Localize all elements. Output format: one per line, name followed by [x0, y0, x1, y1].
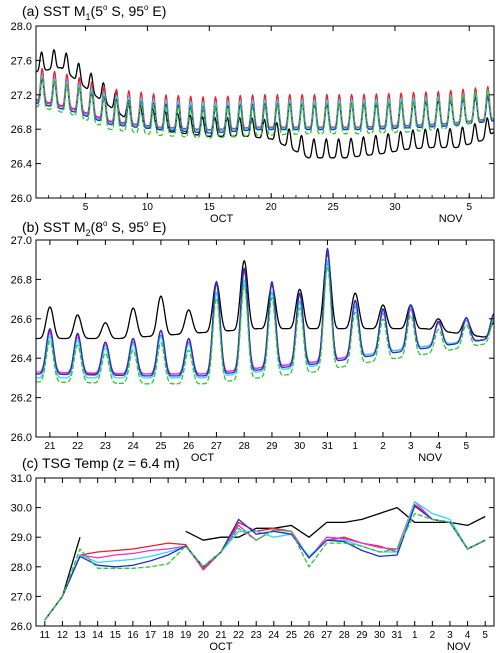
- x-tick-label: 20: [198, 630, 210, 641]
- x-tick-label: 2: [380, 441, 386, 452]
- y-tick-label: 27.0: [11, 591, 32, 603]
- x-tick-label: 15: [204, 202, 216, 213]
- x-tick-label: 30: [294, 441, 306, 452]
- x-tick-label: 13: [74, 630, 86, 641]
- x-tick-label: 27: [321, 630, 333, 641]
- x-tick-label: 31: [322, 441, 334, 452]
- panel-c: (c) TSG Temp (z = 6.4 m) 26.0 27.0 28.0 29.…: [11, 455, 495, 653]
- x-tick-label: 25: [286, 630, 298, 641]
- x-tick-label: 29: [356, 630, 368, 641]
- month-label: NOV: [439, 213, 464, 225]
- panel-a-title: (a) SST M1(5o S, 95o E): [22, 3, 166, 22]
- x-tick-label: 5: [466, 202, 472, 213]
- x-tick-label: 3: [447, 630, 453, 641]
- y-tick-label: 27.0: [11, 235, 32, 247]
- month-label: OCT: [210, 213, 234, 225]
- x-tick-label: 23: [100, 441, 112, 452]
- x-tick-label: 19: [180, 630, 192, 641]
- x-tick-label: 1: [412, 630, 418, 641]
- y-tick-label: 29.0: [11, 532, 32, 544]
- y-tick-label: 26.0: [11, 193, 32, 205]
- series-black: [44, 506, 486, 621]
- x-tick-label: 2: [430, 630, 436, 641]
- month-label: OCT: [191, 452, 215, 464]
- x-tick-label: 21: [44, 441, 56, 452]
- panel-a: (a) SST M1(5o S, 95o E) 26.0 26.4 26.8 27.2…: [11, 3, 495, 225]
- series-blue: [35, 77, 495, 134]
- x-tick-label: 25: [155, 441, 167, 452]
- y-tick-label: 26.0: [11, 621, 32, 633]
- y-tick-label: 26.2: [11, 393, 32, 405]
- month-label: NOV: [447, 641, 472, 653]
- panel-b-title: (b) SST M2(8o S, 95o E): [22, 219, 166, 238]
- x-tick-label: 28: [339, 630, 351, 641]
- x-tick-label: 22: [233, 630, 245, 641]
- x-tick-label: 23: [251, 630, 263, 641]
- series-blue: [36, 247, 495, 377]
- x-tick-label: 10: [142, 202, 154, 213]
- x-tick-label: 28: [239, 441, 251, 452]
- x-tick-label: 5: [482, 630, 488, 641]
- panel-b-axes: 26.026.226.426.626.827.021 22 23 24 25 26 27 28…: [11, 235, 494, 464]
- series-black: [36, 253, 495, 340]
- y-tick-label: 28.0: [11, 562, 32, 574]
- x-tick-label: 14: [92, 630, 104, 641]
- x-tick-label: 20: [266, 202, 278, 213]
- x-tick-label: 16: [127, 630, 139, 641]
- y-tick-label: 26.4: [11, 353, 32, 365]
- series-green: [44, 512, 486, 621]
- month-label: NOV: [418, 452, 443, 464]
- x-tick-label: 12: [57, 630, 69, 641]
- x-tick-label: 3: [408, 441, 414, 452]
- x-tick-label: 5: [83, 202, 89, 213]
- panel-a-frame: [35, 25, 495, 199]
- panel-c-title: (c) TSG Temp (z = 6.4 m): [22, 455, 180, 471]
- y-tick-label: 31.0: [11, 473, 32, 485]
- panel-c-series: [44, 501, 486, 621]
- x-tick-label: 17: [145, 630, 157, 641]
- x-tick-label: 30: [389, 202, 401, 213]
- x-tick-label: 26: [183, 441, 195, 452]
- x-tick-label: 21: [215, 630, 227, 641]
- x-tick-label: 27: [211, 441, 223, 452]
- x-tick-label: 15: [110, 630, 122, 641]
- y-tick-label: 26.0: [11, 432, 32, 444]
- panel-b-series: [35, 247, 495, 385]
- y-tick-label: 26.4: [11, 159, 32, 171]
- series-black: [35, 49, 495, 159]
- x-tick-label: 29: [266, 441, 278, 452]
- x-tick-label: 4: [465, 630, 471, 641]
- month-label: OCT: [209, 641, 233, 653]
- x-tick-label: 24: [268, 630, 280, 641]
- y-tick-label: 26.8: [11, 124, 32, 136]
- y-tick-label: 27.6: [11, 55, 32, 67]
- y-tick-label: 27.2: [11, 90, 32, 102]
- y-tick-label: 26.6: [11, 314, 32, 326]
- panel-a-axes: 26.0 26.4 26.8 27.2 27.6 28.0 5 10 15 20 25 30 5 OCT N…: [11, 21, 495, 225]
- y-tick-label: 28.0: [11, 21, 32, 33]
- x-tick-label: 4: [436, 441, 442, 452]
- x-tick-label: 5: [463, 441, 469, 452]
- x-tick-label: 26: [303, 630, 315, 641]
- panel-a-series: [35, 49, 495, 159]
- x-tick-label: 31: [392, 630, 404, 641]
- x-tick-label: 22: [72, 441, 84, 452]
- series-blue: [44, 505, 486, 621]
- x-tick-label: 11: [40, 630, 51, 641]
- panel-c-frame: [35, 477, 495, 627]
- panel-b: (b) SST M2(8o S, 95o E) 26.0 26.2 26.4 26.6…: [11, 219, 495, 464]
- series-cyan: [44, 501, 486, 621]
- x-tick-label: 18: [163, 630, 175, 641]
- x-tick-label: 25: [328, 202, 340, 213]
- series-green: [35, 265, 495, 385]
- series-green: [35, 76, 495, 139]
- y-tick-label: 26.8: [11, 274, 32, 286]
- x-tick-label: 30: [374, 630, 386, 641]
- x-tick-label: 24: [128, 441, 140, 452]
- panel-b-frame: [35, 239, 495, 438]
- x-tick-label: 1: [352, 441, 358, 452]
- series-cyan: [35, 74, 495, 132]
- y-tick-label: 30.0: [11, 503, 32, 515]
